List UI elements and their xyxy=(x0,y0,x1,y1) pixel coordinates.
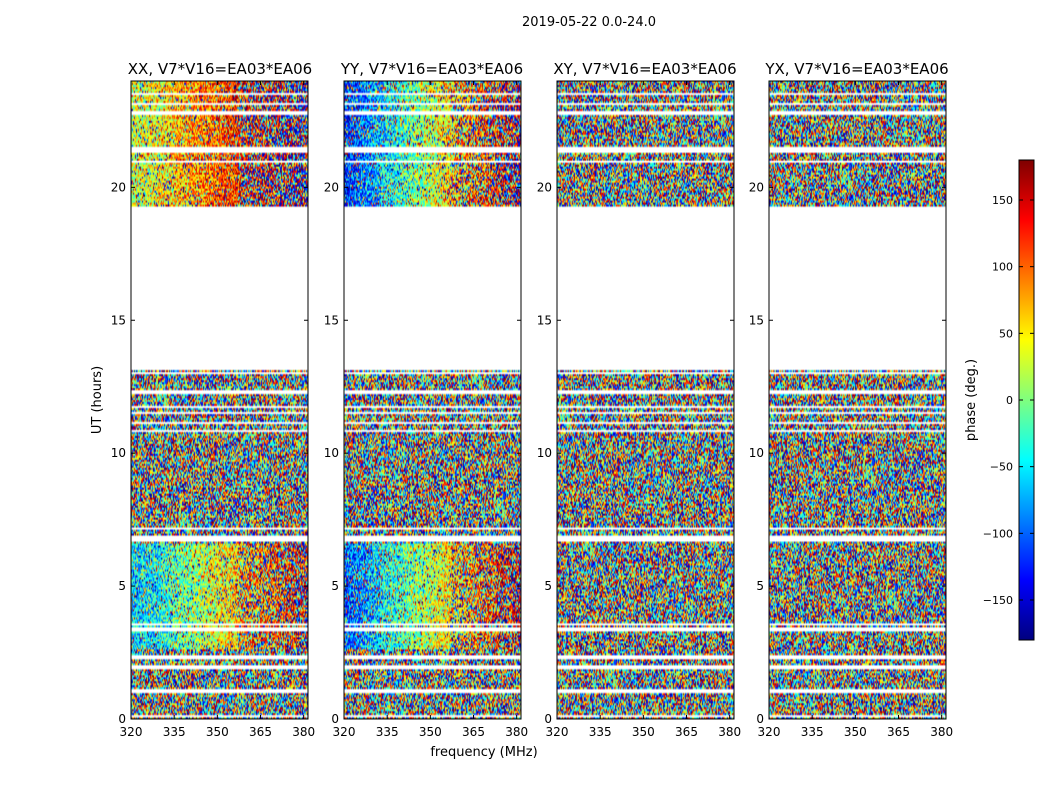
y-tick-label: 20 xyxy=(111,180,126,194)
panel-xx: XX, V7*V16=EA03*EA06 320 335 350 365 380 0 5 10… xyxy=(111,60,315,739)
y-axis-label: UT (hours) xyxy=(90,366,105,434)
colorbar-tick-label: −50 xyxy=(990,461,1013,474)
phase-heatmap xyxy=(344,81,521,719)
x-tick-label: 365 xyxy=(462,725,485,739)
plot-frame xyxy=(130,80,309,720)
colorbar-tick-label: 150 xyxy=(992,194,1013,207)
y-tick-label: 10 xyxy=(111,446,126,460)
x-tick-label: 380 xyxy=(505,725,528,739)
phase-heatmap xyxy=(557,81,734,719)
plot-frame xyxy=(768,80,947,720)
plot-frame xyxy=(343,80,522,720)
colorbar-tick-label: 0 xyxy=(1006,394,1013,407)
y-tick-label: 0 xyxy=(756,712,764,726)
x-tick-label: 320 xyxy=(758,725,781,739)
x-tick-label: 350 xyxy=(844,725,867,739)
panel-title: XY, V7*V16=EA03*EA06 xyxy=(553,60,736,78)
x-tick-label: 380 xyxy=(930,725,953,739)
x-tick-label: 380 xyxy=(718,725,741,739)
x-tick-label: 335 xyxy=(163,725,186,739)
y-tick-label: 0 xyxy=(331,712,339,726)
colorbar-label: phase (deg.) xyxy=(964,359,979,441)
y-tick-label: 15 xyxy=(749,313,764,327)
y-tick-label: 15 xyxy=(111,313,126,327)
panel-yy: YY, V7*V16=EA03*EA06 320 335 350 365 380 0 5 10… xyxy=(324,60,528,739)
panel-title: YY, V7*V16=EA03*EA06 xyxy=(340,60,523,78)
y-tick-label: 20 xyxy=(749,180,764,194)
x-tick-label: 365 xyxy=(887,725,910,739)
phase-heatmap xyxy=(131,81,308,719)
y-tick-label: 10 xyxy=(324,446,339,460)
colorbar: phase (deg.) 150 100 50 0 −50 −100 −150 xyxy=(964,159,1035,641)
y-tick-label: 15 xyxy=(537,313,552,327)
y-tick-label: 5 xyxy=(544,579,552,593)
panel-title: YX, V7*V16=EA03*EA06 xyxy=(764,60,948,78)
x-tick-label: 365 xyxy=(249,725,272,739)
x-tick-label: 335 xyxy=(589,725,612,739)
x-tick-label: 320 xyxy=(546,725,569,739)
x-tick-label: 350 xyxy=(632,725,655,739)
colorbar-tick-label: 100 xyxy=(992,261,1013,274)
x-axis-label: frequency (MHz) xyxy=(430,745,537,760)
phase-heatmap xyxy=(769,81,946,719)
colorbar-tick-label: −150 xyxy=(983,594,1013,607)
y-tick-label: 0 xyxy=(118,712,126,726)
x-tick-label: 350 xyxy=(419,725,442,739)
y-tick-label: 0 xyxy=(544,712,552,726)
plot-frame xyxy=(556,80,735,720)
colorbar-tick-label: 50 xyxy=(999,327,1013,340)
panel-title: XX, V7*V16=EA03*EA06 xyxy=(128,60,312,78)
y-tick-label: 20 xyxy=(537,180,552,194)
y-tick-label: 5 xyxy=(118,579,126,593)
panel-yx: YX, V7*V16=EA03*EA06 320 335 350 365 380 0 5 10… xyxy=(749,60,953,739)
x-tick-label: 320 xyxy=(333,725,356,739)
panel-xy: XY, V7*V16=EA03*EA06 320 335 350 365 380 0 5 10… xyxy=(537,60,741,739)
figure-title: 2019-05-22 0.0-24.0 xyxy=(522,15,656,30)
y-tick-label: 5 xyxy=(756,579,764,593)
x-tick-label: 335 xyxy=(801,725,824,739)
x-tick-label: 350 xyxy=(206,725,229,739)
y-tick-label: 20 xyxy=(324,180,339,194)
y-tick-label: 5 xyxy=(331,579,339,593)
x-tick-label: 380 xyxy=(292,725,315,739)
y-tick-label: 10 xyxy=(749,446,764,460)
y-tick-label: 10 xyxy=(537,446,552,460)
y-tick-label: 15 xyxy=(324,313,339,327)
x-tick-label: 335 xyxy=(376,725,399,739)
x-tick-label: 365 xyxy=(675,725,698,739)
colorbar-tick-label: −100 xyxy=(983,527,1013,540)
x-tick-label: 320 xyxy=(120,725,143,739)
